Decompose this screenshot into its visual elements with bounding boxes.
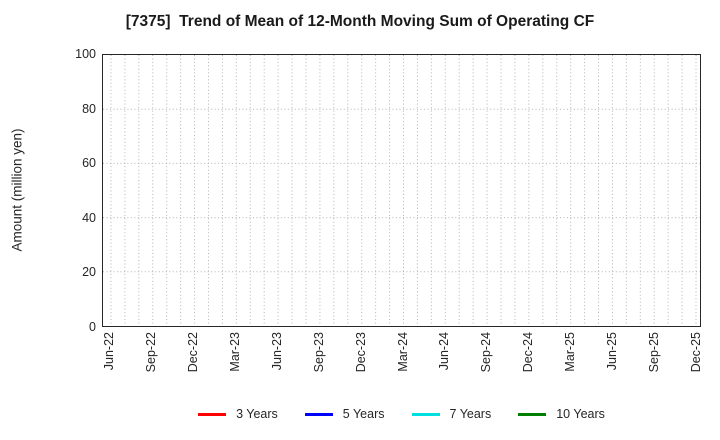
x-tick-label-dec-23: Dec-23 <box>353 332 368 373</box>
legend-item-5-years: 5 Years <box>304 407 385 421</box>
y-tick-label-0: 0 <box>89 320 96 334</box>
x-tick-label-jun-25: Jun-25 <box>605 332 620 371</box>
y-tick-label-80: 80 <box>82 101 96 116</box>
chart-title: [7375] Trend of Mean of 12-Month Moving … <box>125 13 595 30</box>
legend-label: 3 Years <box>236 407 278 421</box>
y-tick-label-20: 20 <box>82 265 96 280</box>
x-tick-label-sep-25: Sep-25 <box>647 332 662 373</box>
legend-item-10-years: 10 Years <box>518 407 605 421</box>
x-tick-label-mar-24: Mar-24 <box>395 332 410 372</box>
legend-item-7-years: 7 Years <box>411 407 492 421</box>
x-tick-label-dec-25: Dec-25 <box>689 332 703 373</box>
x-tick-label-dec-24: Dec-24 <box>521 332 536 373</box>
legend-swatch-7-years <box>411 412 440 416</box>
grid-svg <box>103 55 700 326</box>
legend-swatch-5-years <box>304 412 333 416</box>
legend-label: 7 Years <box>449 407 492 421</box>
x-tick-label-mar-25: Mar-25 <box>563 332 578 372</box>
x-tick-label-jun-22: Jun-22 <box>102 332 116 371</box>
x-tick-label-dec-22: Dec-22 <box>185 332 200 373</box>
x-tick-label-jun-23: Jun-23 <box>269 332 284 371</box>
y-axis-label: Amount (million yen) <box>9 128 25 252</box>
legend-swatch-10-years <box>518 412 547 416</box>
legend-item-3-years: 3 Years <box>198 407 278 421</box>
legend-label: 5 Years <box>342 407 385 421</box>
x-tick-label-sep-23: Sep-23 <box>311 332 326 373</box>
x-tick-label-mar-23: Mar-23 <box>227 332 242 372</box>
y-tick-label-60: 60 <box>82 156 96 171</box>
plot-area <box>102 54 701 327</box>
legend: 3 Years 5 Years 7 Years 10 Years <box>102 405 701 423</box>
x-tick-label-sep-22: Sep-22 <box>143 332 158 373</box>
legend-swatch-3-years <box>198 412 227 416</box>
x-tick-label-jun-24: Jun-24 <box>437 332 452 371</box>
y-tick-label-40: 40 <box>82 210 96 225</box>
x-tick-label-sep-24: Sep-24 <box>479 332 494 373</box>
y-tick-label-100: 100 <box>75 47 96 61</box>
legend-label: 10 Years <box>556 407 605 421</box>
